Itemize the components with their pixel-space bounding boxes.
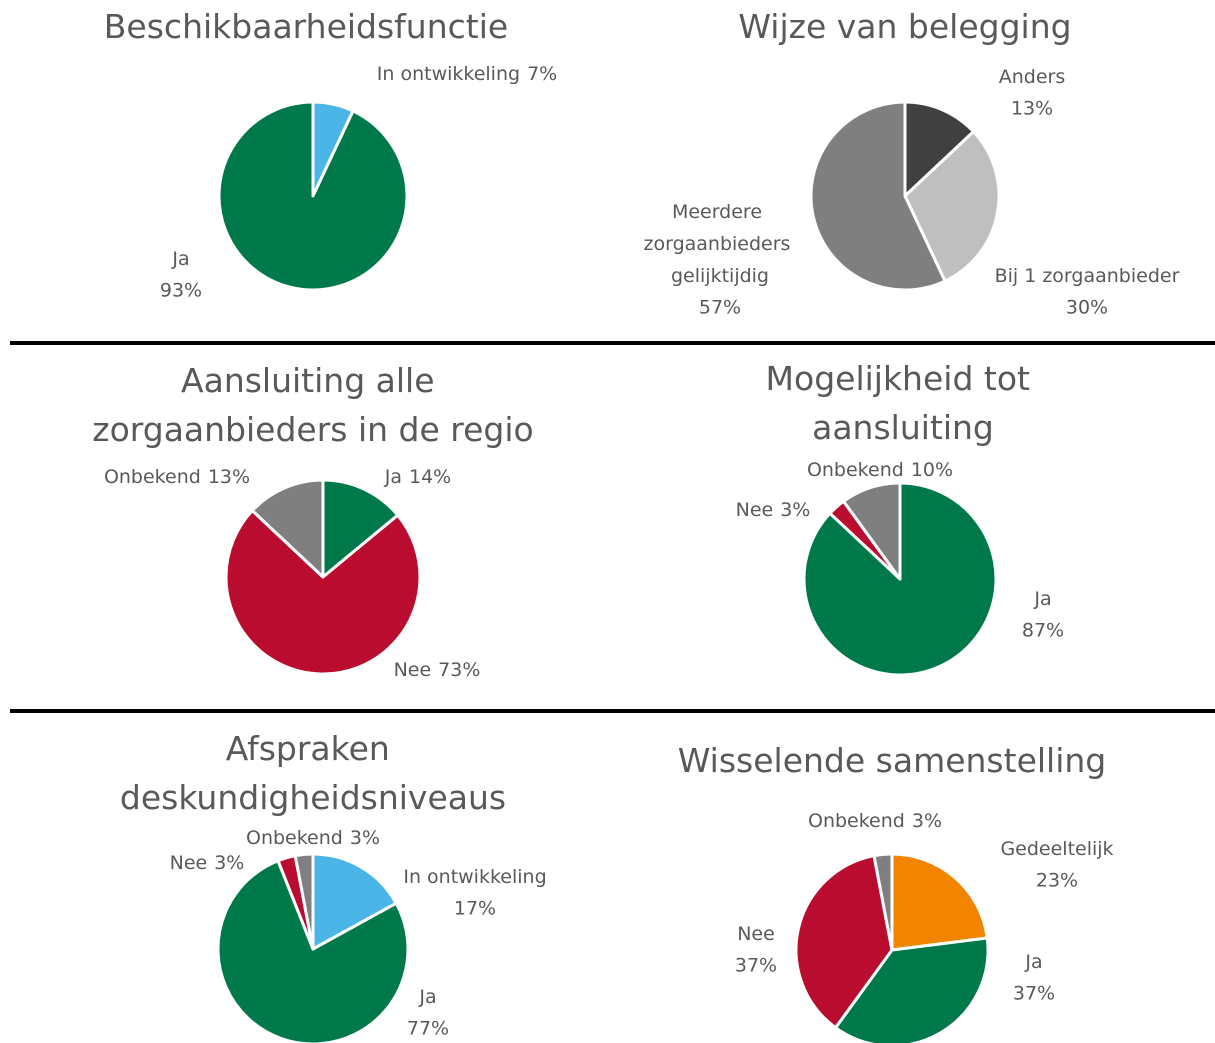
- chart-title-line: Beschikbaarheidsfunctie: [104, 7, 508, 46]
- category-label: Onbekend: [808, 810, 905, 832]
- data-label: In ontwikkeling 7%: [377, 63, 557, 85]
- value-label: 3%: [912, 810, 942, 832]
- category-label-line: Meerdere: [672, 201, 768, 223]
- category-label: Ja: [418, 986, 436, 1008]
- value-label: 73%: [438, 659, 480, 681]
- value-label: 17%: [454, 898, 496, 920]
- category-label: Anders: [999, 66, 1066, 88]
- category-label: Ja: [384, 466, 402, 488]
- value-label: 3%: [214, 852, 244, 874]
- category-label: Onbekend: [246, 827, 343, 849]
- chart-title-line: aansluiting: [812, 408, 994, 447]
- category-label-line: Ja: [1024, 951, 1042, 973]
- category-label: In ontwikkeling: [377, 63, 520, 85]
- pie-slice: [293, 852, 315, 951]
- chart-title-line: Wisselende samenstelling: [678, 741, 1106, 780]
- category-label: Ja: [171, 248, 189, 270]
- value-label: 3%: [780, 499, 810, 521]
- chart-title-line: deskundigheidsniveaus: [120, 778, 506, 817]
- category-label: Nee: [736, 499, 774, 521]
- category-label: In ontwikkeling: [403, 866, 546, 888]
- chart-title-line: Wijze van belegging: [738, 7, 1071, 46]
- category-label: Meerdere zorgaanbieders gelijktijdig: [644, 201, 797, 287]
- value-label: 37%: [735, 955, 777, 977]
- category-label: Gedeeltelijk: [1000, 838, 1113, 860]
- value-label: 7%: [527, 63, 557, 85]
- chart-title: Afspraken deskundigheidsniveaus: [120, 729, 506, 817]
- value-label: 10%: [911, 459, 953, 481]
- pie-slice: [217, 100, 409, 292]
- value-label: 93%: [160, 280, 202, 302]
- category-label-line: Gedeeltelijk: [1000, 838, 1113, 860]
- chart-title: Aansluiting alle zorgaanbieders in de re…: [92, 361, 534, 449]
- category-label: Nee: [737, 923, 775, 945]
- value-label: 37%: [1013, 983, 1055, 1005]
- category-label-line: Nee: [737, 923, 775, 945]
- data-label: Onbekend 10%: [807, 459, 953, 481]
- data-label: Onbekend 3%: [246, 827, 380, 849]
- category-label: Bij 1 zorgaanbieder: [995, 265, 1180, 287]
- category-label: Nee: [170, 852, 208, 874]
- category-label-line: Anders: [999, 66, 1066, 88]
- category-label-line: zorgaanbieders: [644, 233, 797, 255]
- pie-slice: [834, 936, 990, 1043]
- value-label: 30%: [1066, 297, 1108, 319]
- data-label: Onbekend 13%: [104, 466, 250, 488]
- category-label-line: Ja: [418, 986, 436, 1008]
- chart-title-line: Mogelijkheid tot: [766, 359, 1041, 398]
- category-label-line: Bij 1 zorgaanbieder: [995, 265, 1180, 287]
- value-label: 23%: [1036, 870, 1078, 892]
- data-label: Nee 73%: [394, 659, 481, 681]
- value-label: 13%: [1011, 98, 1053, 120]
- pie-slice: [890, 852, 989, 952]
- pie-slice: [809, 100, 947, 292]
- value-label: 14%: [409, 466, 451, 488]
- category-label: Onbekend: [104, 466, 201, 488]
- data-label: Nee 3%: [736, 499, 811, 521]
- chart-title-line: Aansluiting alle: [181, 361, 445, 400]
- pie-slice: [802, 481, 998, 677]
- chart-title: Wisselende samenstelling: [678, 741, 1106, 780]
- category-label: Nee: [394, 659, 432, 681]
- chart-title: Wijze van belegging: [738, 7, 1071, 46]
- pie-slice: [321, 478, 400, 579]
- data-label: Ja 14%: [384, 466, 451, 488]
- pie-slice: [903, 100, 976, 198]
- category-label: Onbekend: [807, 459, 904, 481]
- chart-title: Mogelijkheid tot aansluiting: [766, 359, 1041, 447]
- pie-slice: [216, 859, 410, 1043]
- category-label-line: In ontwikkeling: [403, 866, 546, 888]
- chart-title-line: zorgaanbieders in de regio: [92, 410, 534, 449]
- pie-slice: [250, 478, 325, 579]
- pie-slice: [842, 481, 902, 581]
- pie-slice: [311, 852, 398, 951]
- chart-title: Beschikbaarheidsfunctie: [104, 7, 508, 46]
- data-label: Nee 3%: [170, 852, 245, 874]
- pie-slice: [794, 854, 894, 1030]
- value-label: 77%: [407, 1018, 449, 1040]
- pie-slice: [872, 852, 894, 952]
- value-label: 87%: [1022, 620, 1064, 642]
- category-label-line: gelijktijdig: [671, 265, 769, 287]
- value-label: 57%: [699, 297, 741, 319]
- category-label-line: Ja: [171, 248, 189, 270]
- category-label-line: Ja: [1033, 588, 1051, 610]
- data-label: Onbekend 3%: [808, 810, 942, 832]
- category-label: Ja: [1024, 951, 1042, 973]
- category-label: Ja: [1033, 588, 1051, 610]
- chart-title-line: Afspraken: [226, 729, 401, 768]
- value-label: 3%: [350, 827, 380, 849]
- pie-slice: [224, 509, 422, 676]
- value-label: 13%: [208, 466, 250, 488]
